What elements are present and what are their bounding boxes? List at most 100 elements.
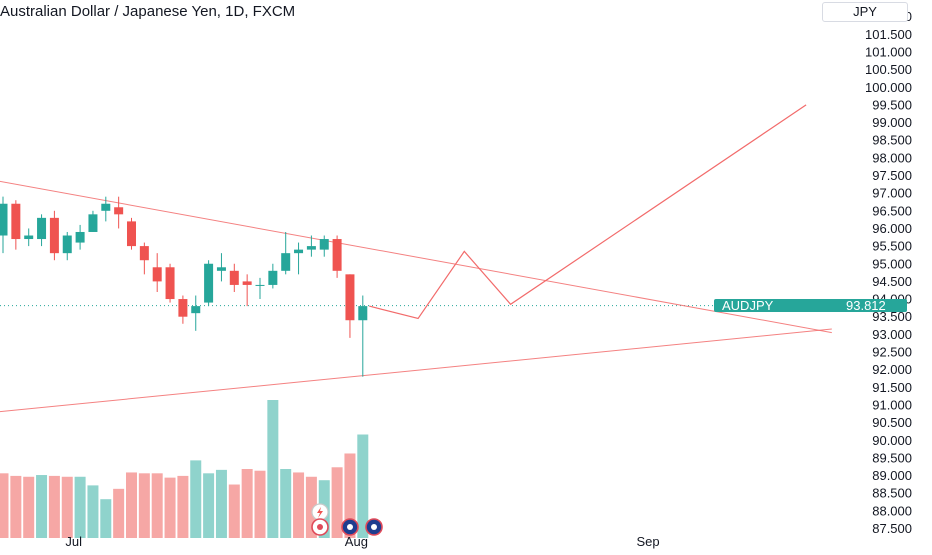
volume-bar [100, 499, 112, 538]
price-tick-label: 93.000 [872, 327, 912, 342]
event-markers[interactable] [311, 503, 383, 536]
volume-bar [48, 475, 60, 538]
flag-australia-icon [347, 524, 353, 530]
price-tick-label: 92.000 [872, 362, 912, 377]
price-tag-value: 93.812 [846, 298, 886, 313]
volume-bar [87, 485, 99, 538]
volume-bar [305, 476, 317, 538]
candle-body [152, 267, 162, 282]
time-axis[interactable]: Jul Aug Sep [65, 534, 659, 549]
candle-body [306, 246, 316, 250]
candle [49, 210, 59, 261]
volume-bar [215, 469, 227, 538]
price-tag-symbol: AUDJPY [722, 298, 774, 313]
price-tick-label: 98.500 [872, 133, 912, 148]
candle-body [24, 235, 34, 240]
candle-body [216, 267, 226, 271]
candle [345, 274, 355, 338]
price-tick-label: 88.500 [872, 486, 912, 501]
price-tick-label: 98.000 [872, 150, 912, 165]
volume-bar [280, 469, 292, 538]
time-tick-label: Sep [636, 534, 659, 549]
candle [24, 228, 34, 247]
price-tick-label: 95.000 [872, 256, 912, 271]
candle [281, 231, 291, 275]
event-marker-news[interactable] [311, 518, 329, 536]
price-tick-label: 94.500 [872, 274, 912, 289]
price-tick-label: 90.000 [872, 433, 912, 448]
candle-body [281, 253, 291, 271]
candle-body [268, 270, 278, 285]
volume-bar [74, 476, 86, 538]
candle [11, 200, 21, 250]
candle [75, 224, 85, 250]
price-tick-label: 87.500 [872, 521, 912, 536]
volume-bar [344, 453, 356, 538]
price-tick-label: 101.500 [865, 27, 912, 42]
candle-body [114, 207, 124, 215]
volume-bar [164, 477, 176, 538]
candle-body [332, 239, 342, 271]
price-tick-label: 91.500 [872, 380, 912, 395]
price-tick-label: 96.500 [872, 203, 912, 218]
event-marker-dividend[interactable] [311, 503, 329, 521]
candle-body [294, 249, 304, 254]
volume-bar [23, 476, 35, 538]
candle [306, 235, 316, 257]
candle [139, 242, 149, 275]
chart-title: Australian Dollar / Japanese Yen, 1D, FX… [0, 3, 296, 20]
candle-body [11, 203, 21, 240]
candle-body [0, 203, 8, 236]
candle-body [178, 299, 188, 317]
volume-bar [331, 467, 343, 538]
candle-body [319, 239, 329, 250]
candle-body [255, 284, 265, 286]
price-tick-label: 100.500 [865, 62, 912, 77]
volume-bar [357, 434, 369, 538]
price-tick-label: 97.000 [872, 186, 912, 201]
candle [191, 295, 201, 331]
candle [178, 295, 188, 324]
price-tick-label: 101.000 [865, 44, 912, 59]
currency-selector[interactable]: JPY [822, 2, 908, 22]
candle-body [204, 263, 214, 303]
candle [127, 217, 136, 250]
candle [114, 196, 124, 229]
candle [88, 210, 98, 232]
price-tick-label: 99.500 [872, 97, 912, 112]
flag-australia-icon [371, 524, 377, 530]
projection-path [369, 104, 807, 320]
volume-bar [0, 473, 9, 538]
event-marker-country-au-2[interactable] [365, 518, 383, 536]
candle [204, 260, 214, 307]
candle-body [139, 246, 149, 261]
price-tick-label: 99.000 [872, 115, 912, 130]
candle [101, 196, 111, 222]
upper-trendline [0, 180, 832, 334]
price-tick-label: 96.000 [872, 221, 912, 236]
volume-bar [254, 470, 266, 538]
event-marker-country-au[interactable] [341, 518, 359, 536]
volume-bar [228, 484, 240, 538]
candle [62, 231, 72, 261]
drawings[interactable] [0, 104, 832, 413]
volume-bar [177, 475, 189, 538]
volume-bar [61, 476, 73, 538]
volume-bar [126, 472, 137, 538]
price-tick-label: 91.000 [872, 397, 912, 412]
volume-bar [36, 475, 48, 538]
candle-body [191, 306, 201, 314]
volume-bar [138, 473, 150, 538]
price-tick-label: 97.500 [872, 168, 912, 183]
lightning-icon [317, 507, 323, 518]
candle-body [242, 281, 252, 285]
candle-body [229, 270, 239, 285]
candle [0, 196, 8, 254]
price-axis[interactable]: 87.500 88.000 88.500 89.000 89.500 90.000 90.5… [865, 9, 912, 536]
volume-bar [190, 460, 202, 538]
candle [152, 253, 162, 292]
candle-body [88, 214, 98, 232]
candle [165, 263, 175, 303]
